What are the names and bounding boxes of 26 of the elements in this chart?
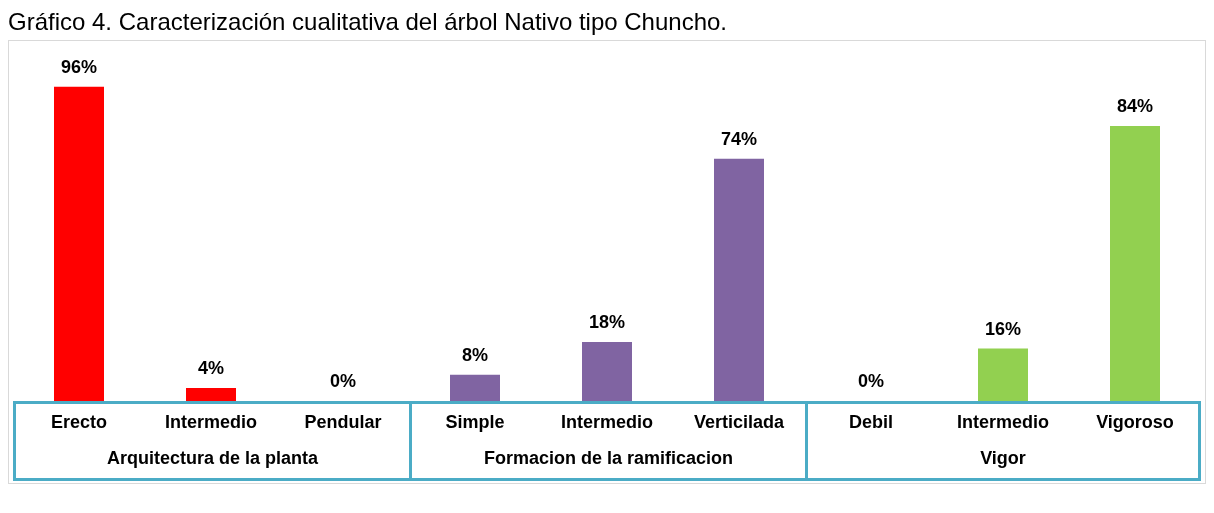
bar <box>54 86 104 401</box>
data-label: 0% <box>857 371 885 391</box>
data-label: 74% <box>720 128 758 149</box>
x-tick-label: Intermedio <box>164 411 258 432</box>
bar <box>582 342 632 401</box>
x-tick-label: Vigoroso <box>1096 411 1174 432</box>
bar <box>714 158 764 401</box>
bar <box>186 387 236 401</box>
data-label: 0% <box>329 371 357 391</box>
x-tick-label: Erecto <box>50 411 108 432</box>
x-tick-label: Pendular <box>304 411 382 432</box>
data-label: 8% <box>461 344 489 365</box>
data-label: 18% <box>588 312 626 333</box>
bar <box>450 374 500 401</box>
x-tick-label: Intermedio <box>560 411 654 432</box>
x-tick-label: Debil <box>848 411 894 432</box>
x-tick-label: Simple <box>445 411 505 432</box>
x-tick-label: Verticilada <box>693 411 786 432</box>
data-label: 4% <box>197 357 225 378</box>
chart-title: Gráfico 4. Caracterización cualitativa del árbol Nativo tipo Chuncho. <box>8 8 729 36</box>
data-label: 84% <box>1116 96 1154 116</box>
data-label: 16% <box>984 318 1022 339</box>
x-tick-label: Intermedio <box>956 411 1050 432</box>
bar <box>978 348 1028 401</box>
data-label: 96% <box>60 56 98 77</box>
bar <box>1110 126 1160 401</box>
